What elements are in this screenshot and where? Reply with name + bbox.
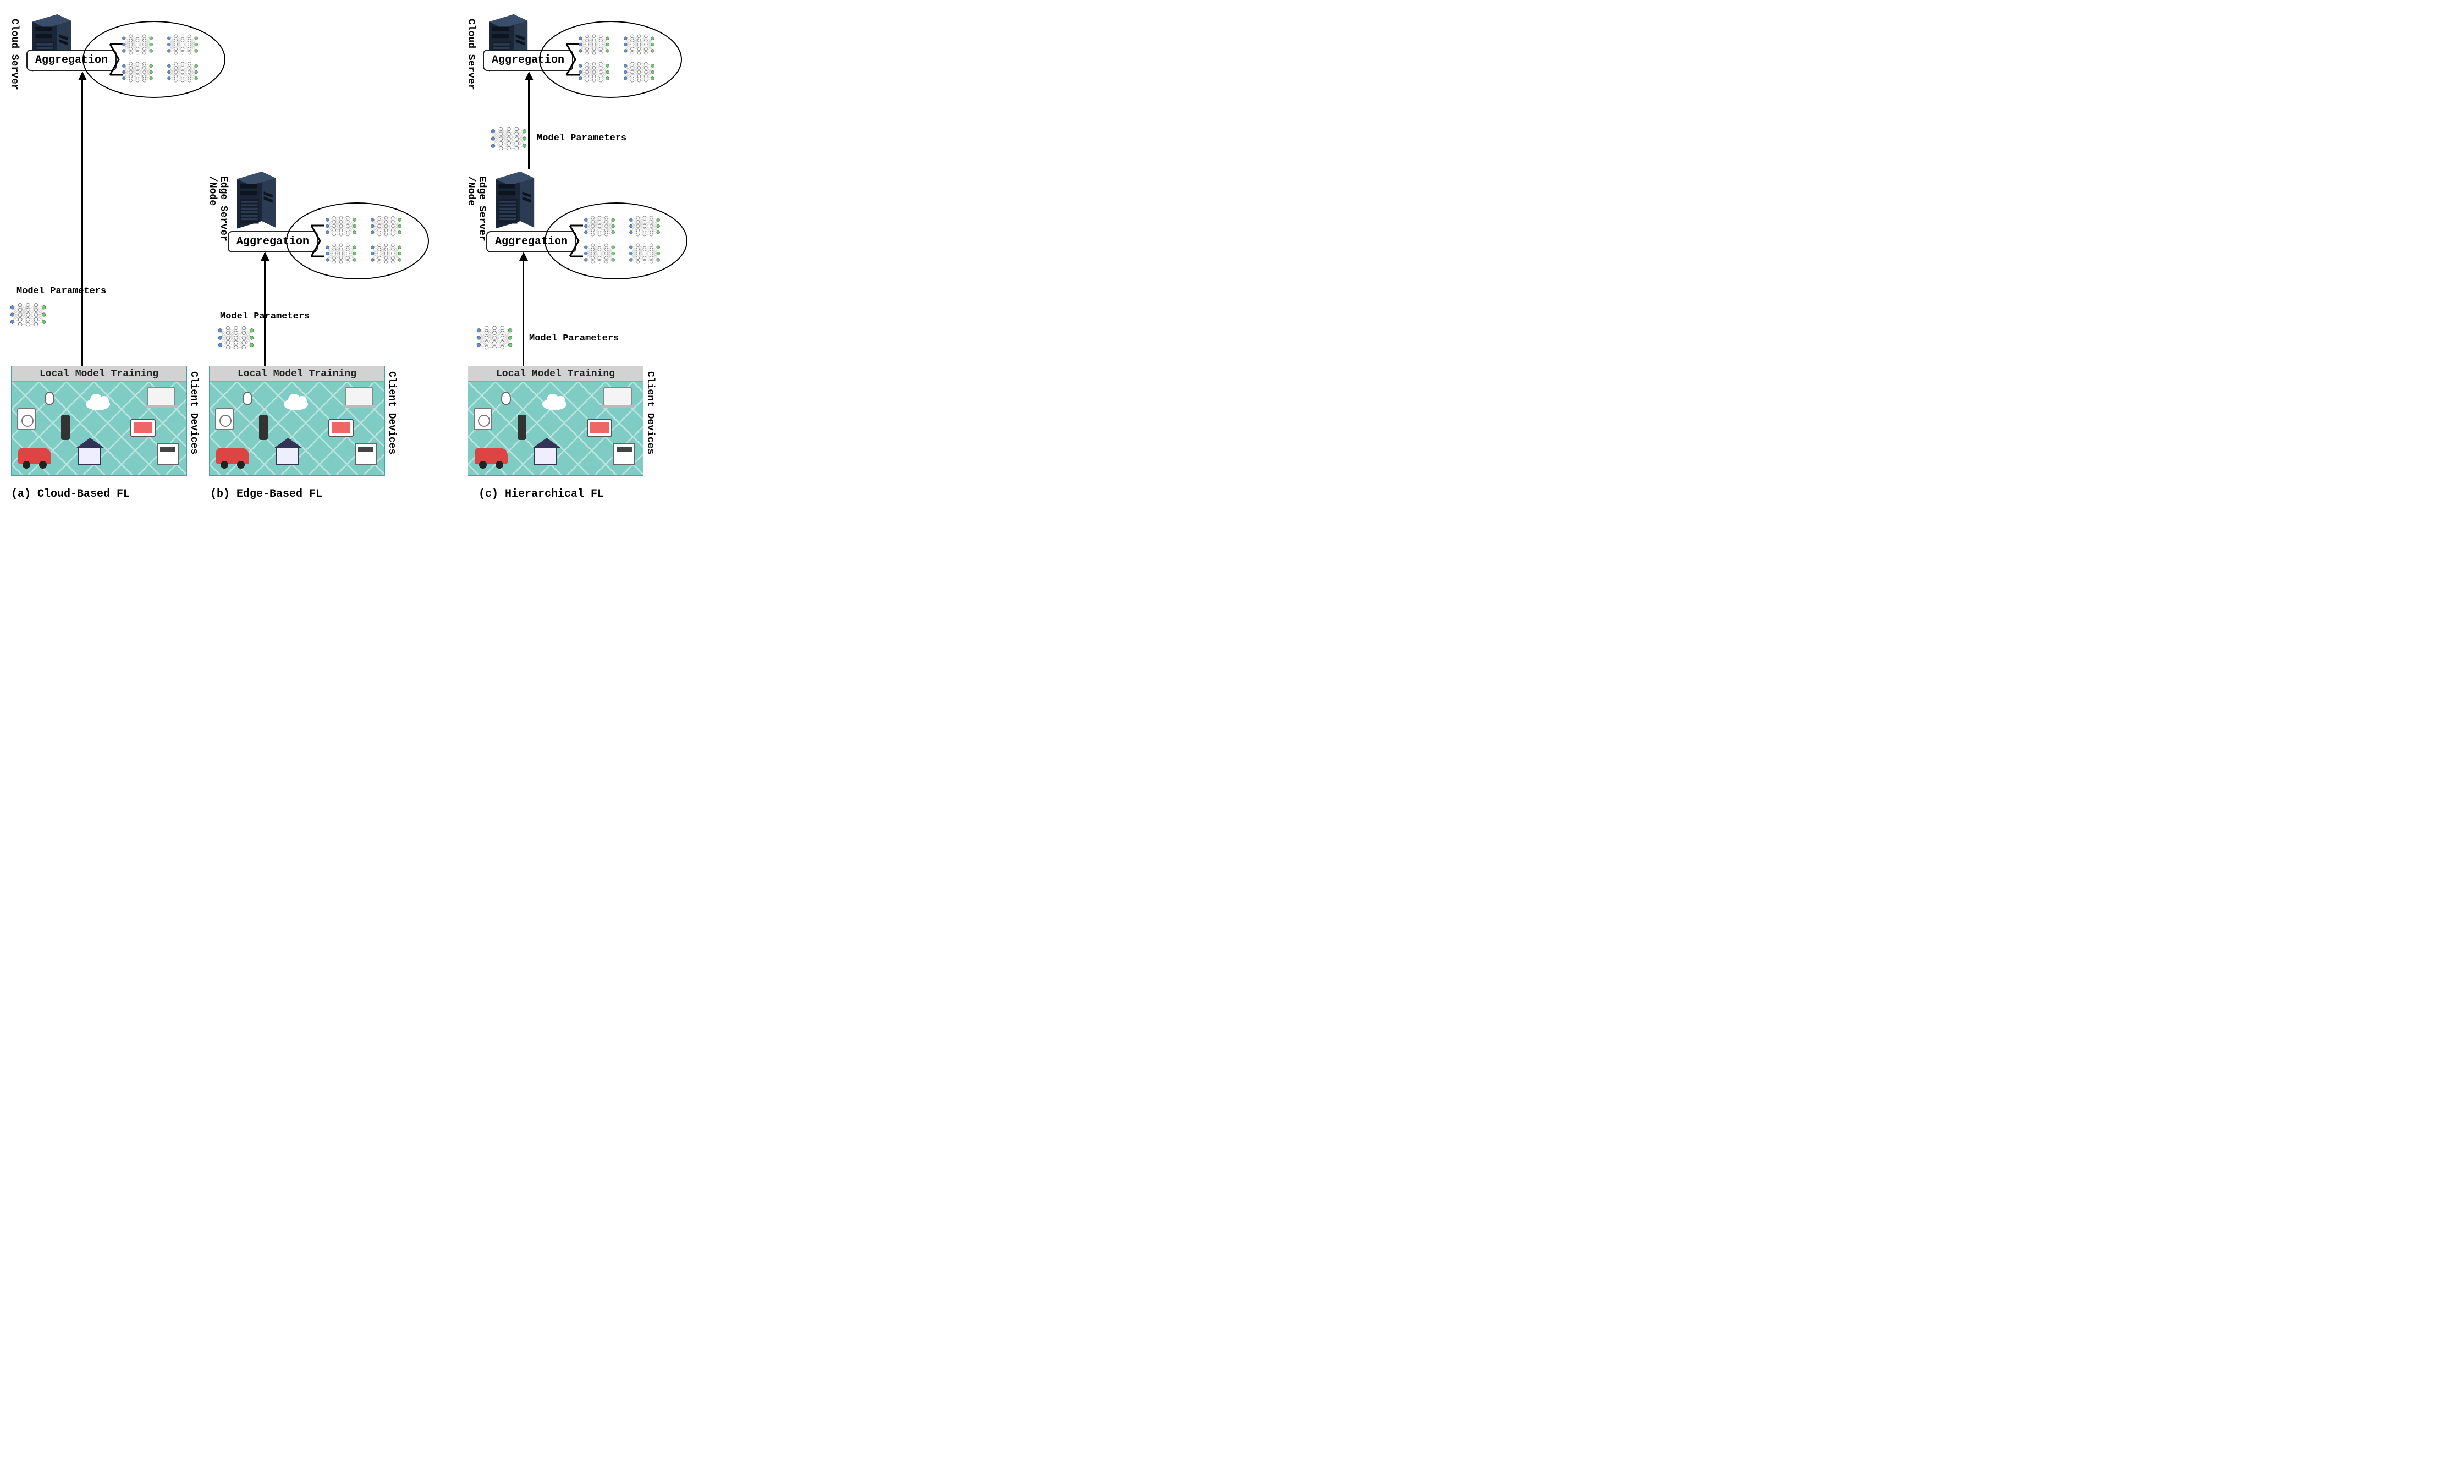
arrow-client-to-edge	[264, 253, 266, 366]
nn-icon	[583, 216, 616, 237]
nn-icon	[578, 62, 610, 83]
client-devices-label: Client Devices	[188, 371, 199, 454]
nn-icon	[583, 243, 616, 264]
model-pool	[324, 216, 407, 266]
caption-c: (c) Hierarchical FL	[479, 488, 604, 501]
client-devices-label: Client Devices	[645, 371, 656, 454]
cloud-server-label: Cloud Server	[465, 19, 476, 90]
nn-icon	[490, 127, 528, 151]
client-devices-block: Local Model Training	[11, 366, 187, 476]
client-devices-label: Client Devices	[386, 371, 397, 454]
edge-server-label: Edge Server /Node	[465, 176, 487, 241]
nn-icon	[628, 243, 661, 264]
panel-hierarchical-fl: Cloud Server Aggregation Edge Server /No…	[468, 11, 726, 506]
local-training-banner: Local Model Training	[209, 366, 385, 382]
nn-icon	[370, 243, 403, 264]
edge-server-label: Edge Server /Node	[207, 176, 229, 241]
nn-icon	[166, 34, 199, 55]
model-parameters-label: Model Parameters	[220, 311, 310, 322]
model-pool	[583, 216, 666, 266]
client-devices-block: Local Model Training	[209, 366, 385, 476]
caption-b: (b) Edge-Based FL	[210, 488, 322, 501]
nn-icon	[623, 34, 656, 55]
arrow-edge-to-cloud	[528, 73, 530, 169]
iot-scene	[12, 382, 186, 475]
arrow-client-to-cloud	[81, 73, 83, 367]
nn-icon	[324, 243, 358, 264]
client-devices-block: Local Model Training	[468, 366, 644, 476]
nn-icon	[370, 216, 403, 237]
model-pool	[578, 34, 660, 85]
nn-icon	[628, 216, 661, 237]
cloud-server-label: Cloud Server	[9, 19, 20, 90]
nn-icon	[324, 216, 358, 237]
nn-icon	[578, 34, 610, 55]
nn-icon	[475, 326, 514, 350]
iot-scene	[210, 382, 384, 475]
fl-architecture-diagram: Cloud Server Aggregation Model Parameter…	[11, 11, 814, 506]
arrow-client-to-edge	[522, 253, 524, 366]
nn-icon	[217, 326, 255, 350]
edge-server-icon	[232, 168, 282, 234]
model-parameters-label: Model Parameters	[16, 286, 106, 296]
caption-a: (a) Cloud-Based FL	[11, 488, 130, 501]
nn-icon	[623, 62, 656, 83]
nn-icon	[166, 62, 199, 83]
iot-scene	[468, 382, 643, 475]
edge-server-icon	[491, 168, 540, 234]
nn-icon	[121, 62, 154, 83]
model-pool	[121, 34, 204, 85]
local-training-banner: Local Model Training	[11, 366, 187, 382]
local-training-banner: Local Model Training	[468, 366, 644, 382]
panel-cloud-based-fl: Cloud Server Aggregation Model Parameter…	[11, 11, 198, 506]
panel-edge-based-fl: Edge Server /Node Aggregation Model Para…	[209, 11, 451, 506]
model-parameters-label: Model Parameters	[537, 133, 626, 144]
nn-icon	[9, 303, 47, 327]
model-parameters-label: Model Parameters	[529, 333, 619, 344]
nn-icon	[121, 34, 154, 55]
